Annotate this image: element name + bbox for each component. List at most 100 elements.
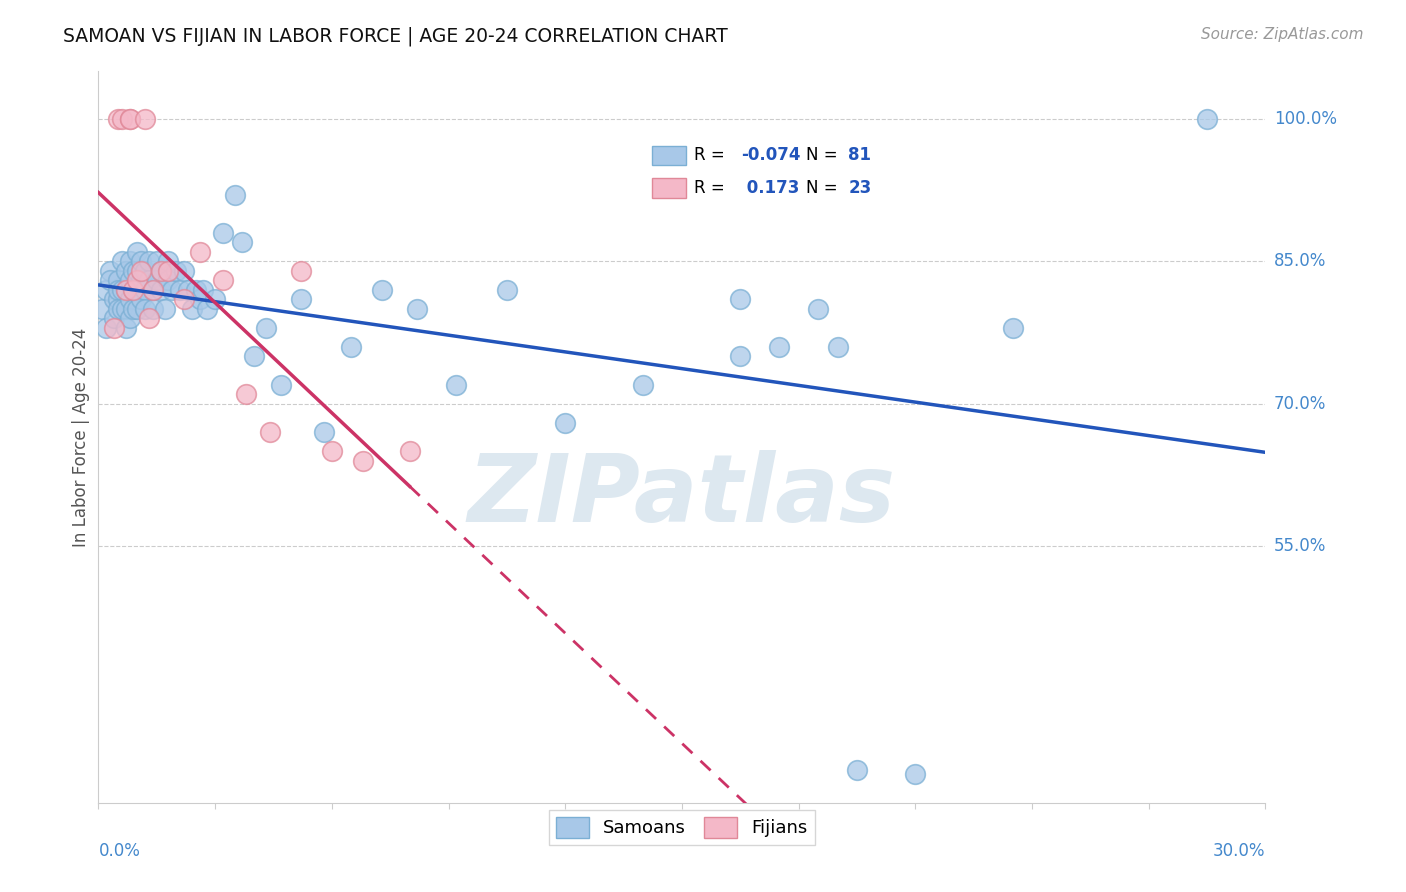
Bar	[652, 178, 686, 198]
Point	[157, 273, 180, 287]
Text: ZIPatlas: ZIPatlas	[468, 450, 896, 541]
Text: 30.0%: 30.0%	[1213, 842, 1265, 860]
Text: 70.0%: 70.0%	[1274, 395, 1326, 413]
Point	[127, 273, 149, 287]
Point	[111, 301, 134, 316]
Point	[138, 273, 160, 287]
Point	[204, 293, 226, 307]
Text: SAMOAN VS FIJIAN IN LABOR FORCE | AGE 20-24 CORRELATION CHART: SAMOAN VS FIJIAN IN LABOR FORCE | AGE 20…	[63, 27, 728, 46]
Point	[118, 273, 141, 287]
Text: N =: N =	[807, 146, 844, 164]
Point	[312, 425, 335, 440]
Point	[195, 301, 218, 316]
Point	[270, 377, 292, 392]
Point	[406, 301, 429, 316]
Point	[827, 340, 849, 354]
Point	[107, 301, 129, 316]
Point	[162, 283, 184, 297]
Point	[321, 444, 343, 458]
Text: Source: ZipAtlas.com: Source: ZipAtlas.com	[1201, 27, 1364, 42]
Point	[730, 349, 752, 363]
Text: 81: 81	[848, 146, 872, 164]
Point	[290, 293, 312, 307]
Point	[157, 264, 180, 278]
Point	[114, 283, 136, 297]
Text: 23: 23	[848, 179, 872, 197]
Point	[96, 283, 118, 297]
Point	[138, 311, 160, 326]
Point	[188, 293, 211, 307]
Point	[129, 293, 152, 307]
Text: R =: R =	[695, 146, 730, 164]
Point	[127, 244, 149, 259]
Point	[118, 254, 141, 268]
Point	[98, 264, 121, 278]
Point	[107, 273, 129, 287]
Point	[1195, 112, 1218, 126]
Point	[177, 283, 200, 297]
Point	[904, 767, 927, 781]
Point	[96, 321, 118, 335]
Point	[118, 112, 141, 126]
Point	[169, 283, 191, 297]
Point	[111, 283, 134, 297]
Point	[134, 301, 156, 316]
Point	[193, 283, 215, 297]
Point	[398, 444, 420, 458]
Point	[118, 112, 141, 126]
Text: R =: R =	[695, 179, 730, 197]
Point	[231, 235, 253, 250]
Text: N =: N =	[807, 179, 844, 197]
Text: -0.074: -0.074	[741, 146, 800, 164]
Point	[146, 254, 169, 268]
Point	[134, 283, 156, 297]
Point	[103, 311, 125, 326]
Point	[180, 301, 202, 316]
Point	[91, 301, 114, 316]
Text: 55.0%: 55.0%	[1274, 537, 1326, 556]
Point	[212, 273, 235, 287]
Point	[165, 264, 187, 278]
Point	[127, 264, 149, 278]
Legend: Samoans, Fijians: Samoans, Fijians	[550, 810, 814, 845]
Point	[129, 254, 152, 268]
Point	[149, 283, 172, 297]
Point	[122, 301, 145, 316]
Point	[290, 264, 312, 278]
Point	[114, 321, 136, 335]
Point	[157, 254, 180, 268]
Point	[352, 454, 374, 468]
Point	[807, 301, 830, 316]
Point	[142, 301, 165, 316]
Point	[846, 763, 869, 777]
Point	[446, 377, 468, 392]
Point	[149, 264, 172, 278]
Point	[496, 283, 519, 297]
Point	[127, 301, 149, 316]
Point	[235, 387, 257, 401]
Point	[730, 293, 752, 307]
Point	[134, 112, 156, 126]
Point	[184, 283, 207, 297]
Point	[114, 301, 136, 316]
Point	[129, 273, 152, 287]
Point	[554, 416, 576, 430]
Text: 100.0%: 100.0%	[1274, 110, 1337, 128]
Point	[98, 273, 121, 287]
Point	[111, 112, 134, 126]
Point	[149, 264, 172, 278]
Bar	[652, 145, 686, 165]
Point	[188, 244, 211, 259]
Point	[129, 264, 152, 278]
Point	[127, 283, 149, 297]
Point	[107, 293, 129, 307]
Point	[340, 340, 363, 354]
Text: 0.0%: 0.0%	[98, 842, 141, 860]
Point	[224, 187, 246, 202]
Point	[142, 283, 165, 297]
Point	[768, 340, 790, 354]
Point	[122, 264, 145, 278]
Point	[122, 283, 145, 297]
Y-axis label: In Labor Force | Age 20-24: In Labor Force | Age 20-24	[72, 327, 90, 547]
Point	[243, 349, 266, 363]
